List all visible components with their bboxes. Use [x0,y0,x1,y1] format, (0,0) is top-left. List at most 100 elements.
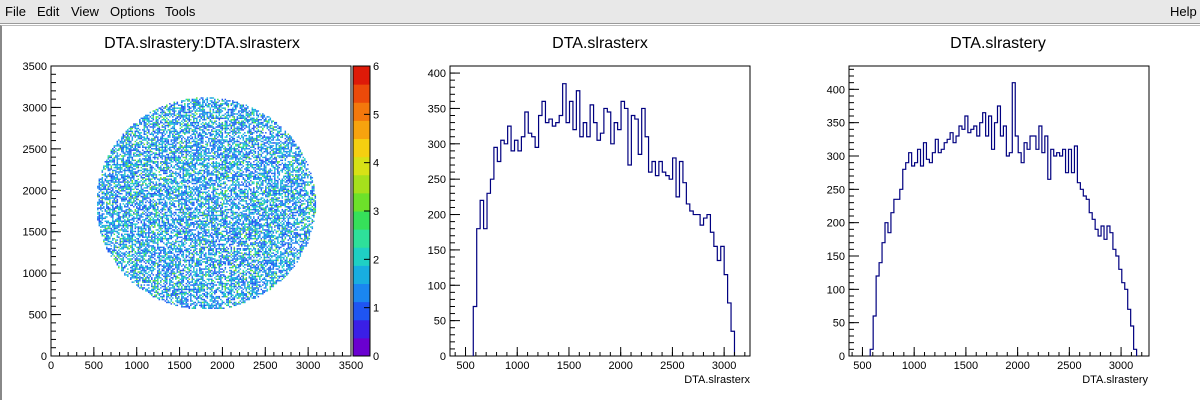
heatmap-cell [199,252,201,254]
heatmap-cell [124,206,126,208]
menu-edit[interactable]: Edit [37,4,60,19]
heatmap-cell [166,232,168,234]
menu-file[interactable]: File [5,4,26,19]
heatmap-cell [122,137,125,140]
heatmap-cell [134,265,137,267]
heatmap-cell [166,298,168,301]
heatmap-cell [125,274,128,276]
heatmap-cell [131,171,134,173]
heatmap-cell [185,190,188,192]
heatmap-cell [155,259,158,262]
heatmap-cell [131,253,134,256]
heatmap-cell [182,100,185,102]
heatmap-cell [127,132,129,134]
heatmap-cell [139,152,141,154]
heatmap-cell [193,120,195,122]
heatmap-cell [155,252,158,254]
heatmap-cell [158,239,161,241]
heatmap-cell [127,179,129,182]
heatmap-cell [125,165,128,167]
heatmap-cell [191,271,194,273]
menu-help[interactable]: Help [1170,4,1197,19]
heatmap-cell [184,221,186,224]
heatmap-cell [146,149,149,151]
heatmap-cell [176,113,179,115]
heatmap-cell [197,146,200,149]
heatmap-cell [169,206,171,208]
heatmap-cell [188,146,191,149]
heatmap-cell [113,208,116,211]
heatmap-cell [143,204,146,207]
heatmap-cell [112,190,114,192]
heatmap-cell [164,291,167,294]
heatmap-cell [170,252,173,254]
heatmap-cell [104,230,107,233]
heatmap-cell [151,252,153,254]
heatmap-cell [197,224,200,227]
heatmap-cell [185,132,188,134]
heatmap-cell [158,166,161,169]
heatmap-cell [176,200,179,202]
heatmap-cell [182,255,185,257]
heatmap-cell [181,104,183,106]
menu-tools[interactable]: Tools [165,4,196,19]
heatmap-cell [200,134,203,137]
heatmap-cell [148,158,150,160]
heatmap-cell [172,175,174,178]
heatmap-cell [178,240,180,243]
heatmap-cell [194,121,197,124]
heatmap-cell [167,190,170,192]
heatmap-cell [166,252,168,254]
heatmap-cell [199,278,201,280]
heatmap-cell [112,195,114,198]
heatmap-cell [101,185,104,188]
heatmap-cell [131,204,134,207]
heatmap-cell [137,274,140,276]
heatmap-cell [167,129,170,131]
heatmap-cell [107,203,110,205]
heatmap-cell [175,261,177,263]
heatmap-cell [178,223,180,225]
heatmap-cell [191,294,194,296]
canvas-area[interactable]: DTA.slrastery:DTA.slrasterx 0 500 1000 1500… [0,25,1200,400]
heatmap-cell [163,203,165,205]
heatmap-cell [109,243,111,246]
heatmap-cell [145,195,147,198]
heatmap-cell [136,195,138,198]
heatmap-cell [131,223,134,225]
heatmap-cell [110,175,113,178]
heatmap-cell [199,139,201,141]
heatmap-cell [200,249,203,251]
heatmap-cell [199,288,201,291]
heatmap-cell [154,295,156,298]
menu-view[interactable]: View [71,4,99,19]
heatmap-cell [158,297,161,299]
heatmap-cell [158,174,161,176]
heatmap-cell [133,200,135,202]
heatmap-cell [157,165,159,167]
heatmap-cell [184,226,186,228]
heatmap-cell [188,111,191,114]
heatmap-cell [151,169,153,172]
heatmap-cell [187,105,189,108]
heatmap-cell [194,207,197,209]
heatmap-cell [181,191,183,193]
heatmap-cell [151,139,153,141]
heatmap-cell [115,155,117,157]
heatmap-cell [143,179,146,182]
heatmap-cell [178,111,180,114]
heatmap-cell [151,294,153,296]
heatmap-cell [106,248,108,250]
heatmap-cell [134,224,137,227]
heatmap-cell [169,134,171,137]
heatmap-cell [151,185,153,188]
menu-options[interactable]: Options [110,4,155,19]
heatmap-cell [181,150,183,153]
heatmap-cell [184,187,186,189]
heatmap-cell [169,159,171,162]
heatmap-cell [148,219,150,221]
heatmap-cell [133,216,135,218]
heatmap-cell [155,163,158,166]
heatmap-cell [100,204,102,207]
heatmap-cell [127,165,129,167]
